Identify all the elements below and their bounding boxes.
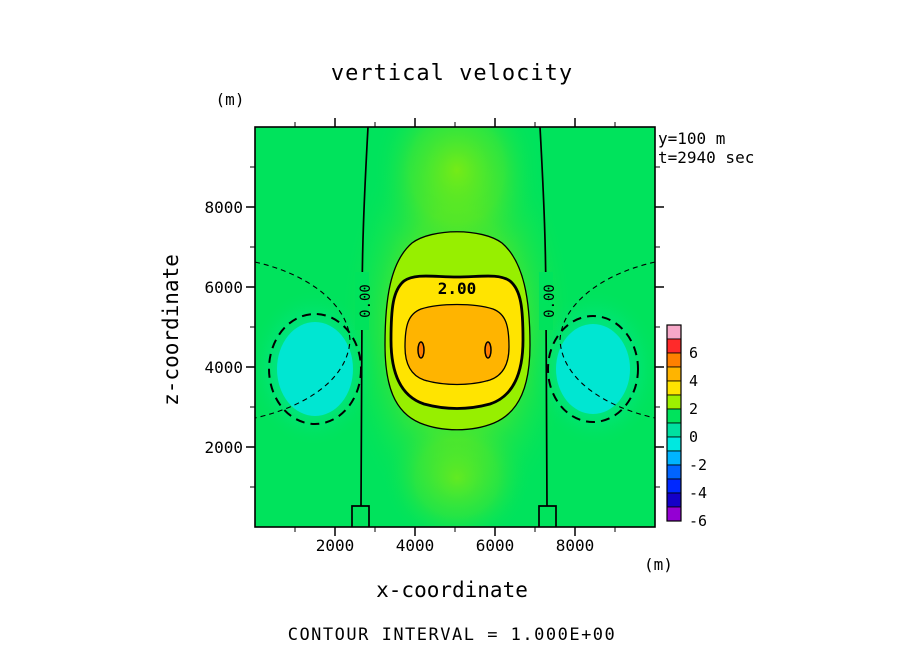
colorbar-band xyxy=(666,352,682,368)
contour-label-zero-left: 0.00 xyxy=(358,284,374,318)
z-axis-unit-label: (m) xyxy=(216,90,245,109)
colorbar: 6 4 2 0 -2 -4 -6 xyxy=(666,324,707,530)
x-tick-6000: 6000 xyxy=(476,536,515,555)
colorbar-band xyxy=(666,408,682,424)
colorbar-band xyxy=(666,394,682,410)
colorbar-band xyxy=(666,338,682,354)
minor-ticks xyxy=(250,122,660,532)
colorbar-band xyxy=(666,436,682,452)
x-tick-8000: 8000 xyxy=(556,536,595,555)
two-label-gap xyxy=(432,279,482,298)
colorbar-band xyxy=(666,492,682,508)
colorbar-tick-label: -2 xyxy=(689,456,707,474)
colorbar-tick-label: 4 xyxy=(689,372,698,390)
colorbar-tick-label: 2 xyxy=(689,400,698,418)
negative-contour-inner-right xyxy=(547,315,639,423)
negative-contour-outer-left xyxy=(255,261,351,419)
x-axis-label: x-coordinate xyxy=(376,578,528,602)
z-tick-6000: 6000 xyxy=(204,278,243,297)
x-axis-unit-label: (m) xyxy=(644,555,673,574)
zero-contour-left-step xyxy=(351,505,370,527)
z-tick-4000: 4000 xyxy=(204,358,243,377)
colorbar-band xyxy=(666,478,682,494)
colorbar-band xyxy=(666,450,682,466)
colorbar-band xyxy=(666,422,682,438)
colorbar-band xyxy=(666,366,682,382)
contour-interval-caption: CONTOUR INTERVAL = 1.000E+00 xyxy=(288,625,617,645)
contour-label-zero-right: 0.00 xyxy=(542,284,558,318)
colorbar-frame xyxy=(666,324,682,522)
colorbar-band xyxy=(666,380,682,396)
time-annotation: t=2940 sec xyxy=(658,148,754,167)
plot-title: vertical velocity xyxy=(331,61,573,86)
downdraft-cell-right xyxy=(556,324,630,414)
colorbar-tick-label: 0 xyxy=(689,428,698,446)
updraft-glow-bottom xyxy=(382,408,532,527)
negative-contour-outer-right xyxy=(559,261,655,419)
colorbar-band xyxy=(666,324,682,340)
zero-contour-right-step xyxy=(538,505,557,527)
z-tick-8000: 8000 xyxy=(204,198,243,217)
colorbar-tick-label: -4 xyxy=(689,484,707,502)
colorbar-tick-label: 6 xyxy=(689,344,698,362)
zero-label-gap-left xyxy=(355,272,369,330)
updraft-max-left xyxy=(417,341,425,359)
x-tick-4000: 4000 xyxy=(396,536,435,555)
z-axis-label: z-coordinate xyxy=(159,254,183,406)
major-ticks xyxy=(246,118,664,536)
downdraft-cell-left xyxy=(277,322,353,416)
z-tick-2000: 2000 xyxy=(204,438,243,457)
contour-label-two: 2.00 xyxy=(438,279,477,298)
colorbar-band xyxy=(666,464,682,480)
contour-band-3 xyxy=(404,303,510,386)
colorbar-band xyxy=(666,506,682,522)
updraft-glow-top xyxy=(372,127,542,265)
colorbar-tick-label: -6 xyxy=(689,512,707,530)
plot-field: 0.00 0.00 2.00 xyxy=(255,127,655,527)
slice-annotation: y=100 m xyxy=(658,129,725,148)
updraft-max-right xyxy=(484,341,492,359)
x-tick-2000: 2000 xyxy=(316,536,355,555)
zero-label-gap-right xyxy=(539,272,553,330)
